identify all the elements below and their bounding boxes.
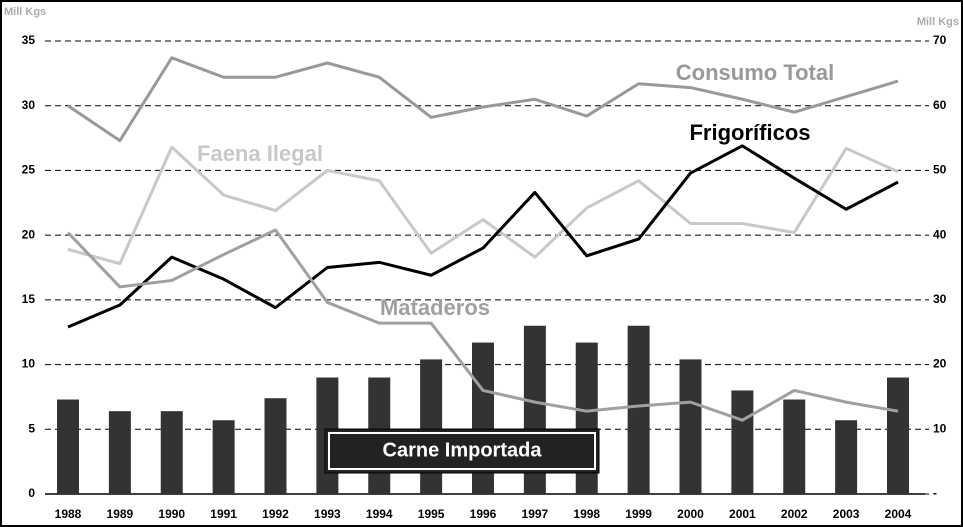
line <box>67 145 899 266</box>
x-tick-label: 1993 <box>314 507 341 521</box>
y-tick-label: 0 <box>28 486 35 500</box>
series-label: Faena Ilegal <box>197 141 323 166</box>
x-tick-label: 2001 <box>729 507 756 521</box>
x-tick-label: 1995 <box>418 507 445 521</box>
bar <box>731 390 754 494</box>
bar <box>627 325 650 494</box>
y-tick-label: 10 <box>22 357 36 371</box>
y2-tick-label: 50 <box>933 163 947 177</box>
x-tick-label: 1996 <box>470 507 497 521</box>
x-tick-label: 1991 <box>210 507 237 521</box>
bar <box>57 399 79 494</box>
x-tick-label: 1990 <box>158 507 185 521</box>
y-tick-label: 15 <box>22 292 36 306</box>
x-tick-label: 1999 <box>625 507 652 521</box>
x-tick-label: 2004 <box>885 507 912 521</box>
y2-tick-label: 40 <box>933 227 947 241</box>
x-tick-label: 1998 <box>573 507 600 521</box>
bar <box>835 420 858 494</box>
bar <box>420 359 443 494</box>
bar <box>887 377 909 494</box>
x-tick-label: 1989 <box>107 507 134 521</box>
bar <box>108 411 131 494</box>
y2-tick-label: 10 <box>933 421 947 435</box>
series-label: Consumo Total <box>676 60 834 85</box>
y-tick-label: 35 <box>22 33 36 47</box>
x-tick-label: 2002 <box>781 507 808 521</box>
x-tick-label: 1997 <box>522 507 549 521</box>
legend-box-border <box>328 432 596 470</box>
line <box>67 56 899 143</box>
x-tick-label: 2000 <box>677 507 704 521</box>
y-tick-label: 20 <box>22 227 36 241</box>
y2-tick-label: 60 <box>933 98 947 112</box>
bar <box>264 398 287 494</box>
y-tick-label: 5 <box>28 421 35 435</box>
y2-axis-label: Mill Kgs <box>917 16 959 28</box>
series-label: Frigoríficos <box>689 120 810 145</box>
line <box>66 228 899 422</box>
bar <box>212 420 235 494</box>
series-label: Carne Importada <box>383 439 543 461</box>
legend-box <box>324 428 600 474</box>
series-label: Mataderos <box>380 295 490 320</box>
x-tick-label: 2003 <box>833 507 860 521</box>
bar <box>160 411 183 494</box>
x-tick-label: 1988 <box>55 507 82 521</box>
bar <box>679 359 702 494</box>
line <box>67 144 899 329</box>
y-tick-label: 30 <box>22 98 36 112</box>
y2-tick-label: 70 <box>933 33 947 47</box>
bar <box>783 399 806 494</box>
y-tick-label: 25 <box>22 163 36 177</box>
x-tick-label: 1994 <box>366 507 393 521</box>
y2-tick-label: 20 <box>933 357 947 371</box>
x-tick-label: 1992 <box>262 507 289 521</box>
y-axis-label: Mill Kgs <box>4 6 46 18</box>
y2-tick-label: - <box>933 486 937 500</box>
y2-tick-label: 30 <box>933 292 947 306</box>
